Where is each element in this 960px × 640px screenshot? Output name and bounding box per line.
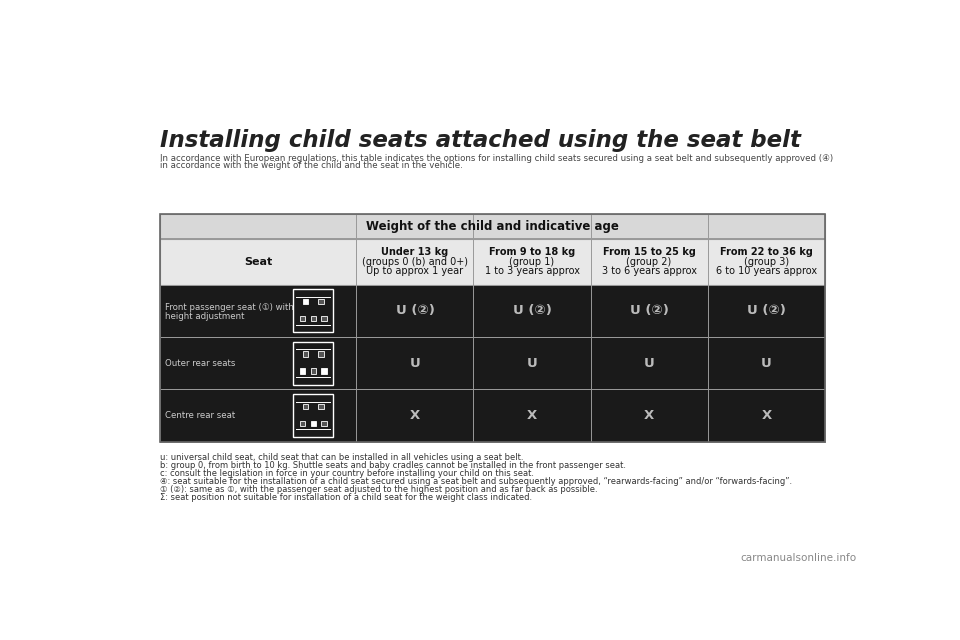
Bar [160, 214, 826, 239]
Bar [160, 285, 826, 337]
Text: 6 to 10 years approx: 6 to 10 years approx [716, 266, 817, 276]
Text: c: consult the legislation in force in your country before installing your child: c: consult the legislation in force in y… [160, 468, 535, 477]
Text: U: U [527, 356, 538, 370]
Text: X: X [410, 409, 420, 422]
Text: (groups 0 (b) and 0+): (groups 0 (b) and 0+) [362, 257, 468, 267]
Text: Up to approx 1 year: Up to approx 1 year [367, 266, 464, 276]
Text: From 22 to 36 kg: From 22 to 36 kg [720, 247, 813, 257]
Bar [311, 368, 316, 374]
Text: b: group 0, from birth to 10 kg. Shuttle seats and baby cradles cannot be instal: b: group 0, from birth to 10 kg. Shuttle… [160, 461, 626, 470]
Text: U (②): U (②) [513, 305, 551, 317]
Bar [311, 420, 316, 426]
Bar [319, 404, 324, 409]
Text: U (②): U (②) [630, 305, 668, 317]
Bar [319, 299, 324, 305]
Text: ④: seat suitable for the installation of a child seat secured using a seat belt : ④: seat suitable for the installation of… [160, 477, 792, 486]
Text: carmanualsonline.info: carmanualsonline.info [740, 554, 856, 563]
Bar [300, 316, 305, 321]
Text: (group 3): (group 3) [744, 257, 789, 267]
Bar [160, 389, 826, 442]
Bar [300, 368, 305, 374]
Bar [293, 342, 333, 385]
Text: X: X [761, 409, 772, 422]
Bar [160, 214, 826, 442]
Text: From 9 to 18 kg: From 9 to 18 kg [489, 247, 575, 257]
Text: U: U [761, 356, 772, 370]
Text: X: X [527, 409, 538, 422]
Text: Seat: Seat [244, 257, 273, 267]
Text: 3 to 6 years approx: 3 to 6 years approx [602, 266, 697, 276]
Bar [160, 337, 826, 389]
Text: X: X [644, 409, 654, 422]
Text: (group 2): (group 2) [627, 257, 672, 267]
Bar [300, 420, 305, 426]
Text: Front passenger seat (①) with: Front passenger seat (①) with [165, 303, 294, 312]
Text: U: U [643, 356, 655, 370]
Bar [319, 351, 324, 356]
Bar [293, 394, 333, 437]
Text: U (②): U (②) [747, 305, 786, 317]
Bar [322, 368, 326, 374]
Text: ① (②): same as ①, with the passenger seat adjusted to the highest position and a: ① (②): same as ①, with the passenger sea… [160, 485, 598, 494]
Text: height adjustment: height adjustment [165, 312, 245, 321]
Text: In accordance with European regulations, this table indicates the options for in: In accordance with European regulations,… [160, 154, 833, 163]
Bar [160, 239, 826, 285]
Text: u: universal child seat, child seat that can be installed in all vehicles using : u: universal child seat, child seat that… [160, 452, 524, 461]
Text: Σ: seat position not suitable for installation of a child seat for the weight cl: Σ: seat position not suitable for instal… [160, 493, 533, 502]
Bar [322, 420, 326, 426]
Bar [302, 404, 308, 409]
Bar [311, 316, 316, 321]
Text: (group 1): (group 1) [510, 257, 555, 267]
Text: Under 13 kg: Under 13 kg [381, 247, 448, 257]
Text: Weight of the child and indicative age: Weight of the child and indicative age [367, 220, 619, 233]
Bar [322, 316, 326, 321]
Text: U: U [410, 356, 420, 370]
Text: From 15 to 25 kg: From 15 to 25 kg [603, 247, 695, 257]
Text: Centre rear seat: Centre rear seat [165, 411, 235, 420]
Text: Outer rear seats: Outer rear seats [165, 359, 235, 368]
Bar [293, 289, 333, 332]
Bar [302, 299, 308, 305]
Text: U (②): U (②) [396, 305, 435, 317]
Text: 1 to 3 years approx: 1 to 3 years approx [485, 266, 580, 276]
Bar [302, 351, 308, 356]
Text: in accordance with the weight of the child and the seat in the vehicle.: in accordance with the weight of the chi… [160, 161, 463, 170]
Text: Installing child seats attached using the seat belt: Installing child seats attached using th… [160, 129, 802, 152]
